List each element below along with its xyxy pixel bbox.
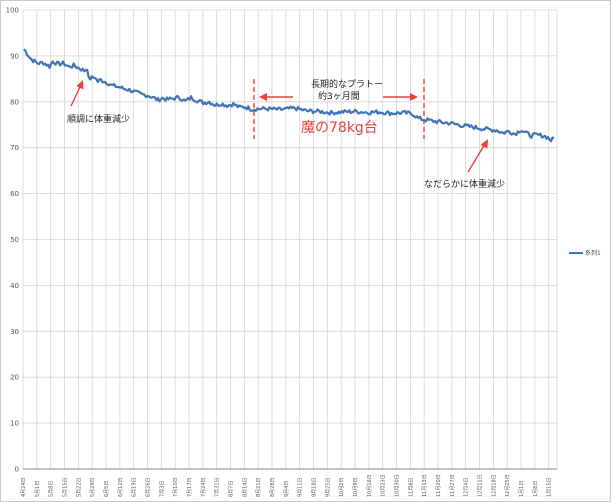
y-tick-label: 10 — [10, 420, 19, 428]
plateau-arrowhead-left — [259, 93, 267, 101]
y-tick-label: 40 — [10, 282, 19, 290]
x-tick-label: 11月27日 — [450, 474, 456, 497]
y-tick-label: 0 — [15, 466, 19, 474]
x-tick-label: 8月28日 — [270, 477, 276, 497]
x-tick-label: 9月25日 — [325, 477, 331, 497]
x-tick-label: 1月15日 — [547, 477, 553, 497]
x-tick-label: 5月22日 — [76, 477, 82, 497]
x-tick-label: 5月1日 — [35, 481, 41, 497]
annotations: 順調に体重減少 長期的なプラトー 約3ヶ月間 魔の78kg台 なだらかに体重減少 — [67, 78, 505, 190]
y-tick-label: 60 — [10, 190, 19, 198]
x-tick-label: 12月11日 — [478, 474, 484, 497]
x-tick-label: 4月24日 — [21, 477, 27, 497]
x-tick-label: 1月8日 — [533, 481, 539, 497]
left-arrowhead — [76, 80, 84, 90]
x-tick-label: 7月3日 — [159, 481, 165, 497]
annotation-left: 順調に体重減少 — [67, 113, 130, 125]
right-arrow — [467, 143, 486, 173]
right-arrowhead — [480, 139, 488, 149]
annotation-plateau-line2: 約3ヶ月間 — [318, 90, 360, 102]
x-tick-label: 11月13日 — [422, 474, 428, 497]
x-axis: 4月24日 5月1日 5月8日 5月15日 5月22日 5月29日 6月5日 6月12日 6月1… — [21, 468, 557, 497]
x-tick-label: 12月25日 — [505, 474, 511, 497]
x-tick-label: 10月2日 — [339, 477, 345, 497]
y-tick-label: 50 — [10, 236, 19, 244]
x-tick-label: 6月26日 — [146, 477, 152, 497]
y-tick-label: 100 — [6, 7, 19, 15]
x-tick-label: 6月19日 — [132, 477, 138, 497]
series-group — [23, 48, 555, 143]
y-tick-label: 70 — [10, 144, 19, 152]
plateau-arrowhead-right — [410, 93, 418, 101]
x-tick-label: 10月23日 — [381, 474, 387, 497]
legend-label: 系列1 — [585, 249, 601, 257]
x-tick-label: 10月30日 — [395, 474, 401, 497]
y-tick-label: 30 — [10, 328, 19, 336]
y-tick-label: 20 — [10, 374, 19, 382]
x-tick-label: 7月31日 — [215, 477, 221, 497]
annotation-plateau-big: 魔の78kg台 — [301, 120, 378, 136]
x-tick-label: 9月11日 — [298, 477, 304, 497]
x-tick-label: 8月14日 — [242, 477, 248, 497]
annotation-plateau-line1: 長期的なプラトー — [311, 78, 383, 90]
x-tick-label: 10月16日 — [367, 474, 373, 497]
y-axis: 0 10 20 30 40 50 60 70 80 90 100 — [6, 7, 19, 474]
series-line — [23, 48, 555, 143]
gridlines — [22, 9, 558, 470]
x-tick-label: 7月24日 — [201, 477, 207, 497]
x-tick-label: 9月4日 — [284, 481, 290, 497]
annotation-right: なだらかに体重減少 — [424, 178, 505, 190]
x-tick-label: 11月6日 — [408, 477, 414, 497]
x-tick-label: 12月18日 — [491, 474, 497, 497]
x-tick-label: 11月20日 — [436, 474, 442, 497]
x-tick-label: 5月29日 — [90, 477, 96, 497]
x-tick-label: 10月9日 — [353, 477, 359, 497]
x-tick-label: 5月15日 — [63, 477, 69, 497]
legend: 系列1 — [569, 249, 601, 257]
x-tick-label: 8月7日 — [229, 481, 235, 497]
x-tick-label: 6月12日 — [118, 477, 124, 497]
x-tick-label: 7月17日 — [187, 477, 193, 497]
x-tick-label: 7月10日 — [173, 477, 179, 497]
x-tick-label: 9月18日 — [312, 477, 318, 497]
x-tick-label: 1月1日 — [519, 481, 525, 497]
y-tick-label: 90 — [10, 52, 19, 60]
left-arrow — [70, 84, 82, 107]
y-tick-label: 80 — [10, 98, 19, 106]
x-tick-label: 6月5日 — [104, 481, 110, 497]
x-tick-label: 12月4日 — [464, 477, 470, 497]
x-tick-label: 8月21日 — [256, 477, 262, 497]
x-tick-label: 5月8日 — [49, 481, 55, 497]
